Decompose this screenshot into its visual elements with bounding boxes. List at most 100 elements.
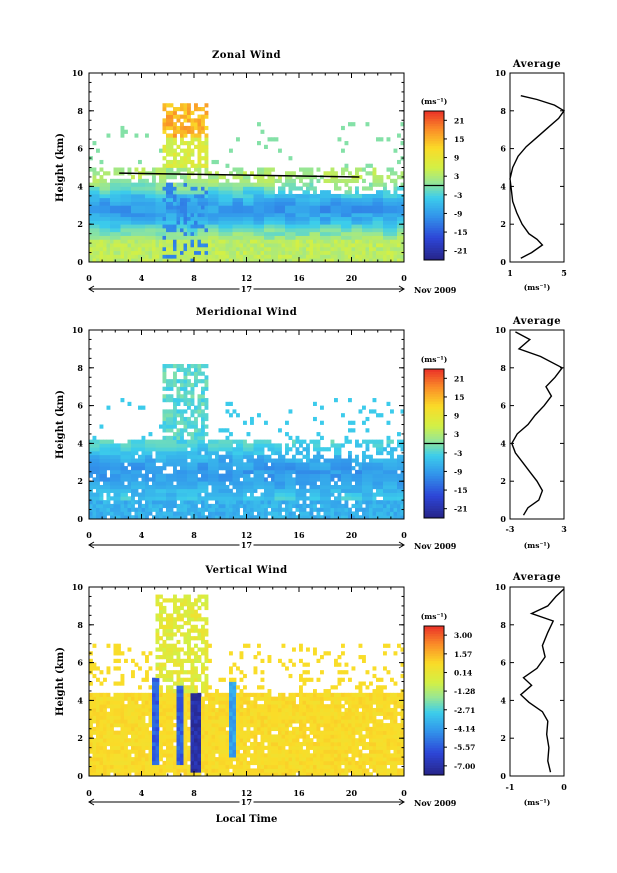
heatmap-cell [390,246,394,252]
heatmap-cell [285,239,289,244]
heatmap-cell [355,209,359,214]
heatmap-cell [260,216,265,221]
heatmap-cell [173,152,177,157]
heatmap-cell [218,447,223,452]
heatmap-cell [110,231,114,236]
heatmap-cell [218,250,223,255]
heatmap-cell [176,107,181,112]
heatmap-cell [376,231,380,236]
heatmap-cell [155,227,160,233]
heatmap-cell [348,473,352,478]
heatmap-cell [246,243,251,248]
heatmap-cell [365,515,370,520]
colorbar-swatch [424,475,444,479]
heatmap-cell [152,209,156,214]
heatmap-cell [393,171,398,176]
heatmap-cell [117,643,121,648]
heatmap-cell [397,515,401,520]
heatmap-cell [166,398,170,403]
heatmap-cell [92,768,97,773]
heatmap-cell [145,450,149,456]
heatmap-cell [369,454,373,459]
heatmap-cell [120,212,125,218]
heatmap-cell [369,258,373,263]
heatmap-cell [96,454,100,459]
heatmap-cell [183,450,188,456]
heatmap-cell [316,496,321,501]
heatmap-cell [337,209,342,214]
colorbar-tick-label: 9 [454,154,459,163]
colorbar-swatch [424,418,444,422]
heatmap-cell [393,503,398,509]
heatmap-cell [201,141,205,146]
heatmap-cell [180,432,184,437]
heatmap-cell [316,432,321,437]
heatmap-cell [197,182,202,187]
heatmap-cell [134,205,139,210]
heatmap-cell [330,231,335,236]
heatmap-cell [190,473,195,478]
heatmap-cell [334,507,338,512]
heatmap-cell [176,443,181,448]
heatmap-cell [187,492,191,497]
y-tick-label: 0 [77,514,83,524]
heatmap-cell [138,197,142,202]
heatmap-cell [145,484,149,490]
colorbar-tick-label: -9 [454,467,462,476]
average-x-label: (ms⁻¹) [524,541,551,550]
heatmap-cell [299,473,303,478]
heatmap-cell [92,515,97,520]
heatmap-cell [337,477,342,482]
heatmap-cell [334,186,338,191]
heatmap-cell [243,447,247,452]
heatmap-cell [334,443,338,448]
heatmap-cell [201,496,205,501]
heatmap-cell [190,163,195,168]
heatmap-cell [218,503,223,509]
heatmap-cell [92,450,97,456]
heatmap-cell [243,216,247,221]
heatmap-cell [246,458,251,463]
heatmap-cell [145,186,149,191]
colorbar-swatch [424,158,444,162]
heatmap-cell [341,167,345,172]
heatmap-cell [302,209,307,214]
heatmap-cell [348,496,352,501]
heatmap-cell [239,500,244,505]
heatmap-cell [400,447,405,452]
heatmap-cell [225,488,230,493]
heatmap-cell [169,224,174,229]
heatmap-cell [173,488,177,493]
heatmap-cell [386,420,391,425]
heatmap-cell [204,212,209,218]
heatmap-cell [159,227,163,233]
heatmap-cell [281,190,286,195]
heatmap-cell [180,507,184,512]
heatmap-cell [166,125,170,131]
heatmap-cell [243,443,247,448]
heatmap-cell [236,243,240,248]
heatmap-cell [208,220,212,225]
heatmap-cell [152,488,156,493]
heatmap-cell [138,178,142,184]
colorbar-tick-label: -15 [454,228,468,237]
heatmap-cell [159,246,163,252]
heatmap-cell [393,220,398,225]
heatmap-cell [103,745,107,750]
heatmap-cell [106,462,111,467]
heatmap-cell [250,201,254,206]
heatmap-cell [397,500,401,505]
heatmap-cell [120,197,125,202]
heatmap-cell [372,250,377,255]
heatmap-cell [323,178,328,184]
heatmap-cell [362,201,366,206]
heatmap-cell [383,239,387,244]
heatmap-cell [274,477,279,482]
heatmap-cell [215,496,219,501]
heatmap-cell [113,209,118,214]
heatmap-cell [201,416,205,422]
heatmap-cell [222,488,226,493]
heatmap-cell [124,745,128,750]
heatmap-cell [400,197,405,202]
heatmap-cell [365,201,370,206]
